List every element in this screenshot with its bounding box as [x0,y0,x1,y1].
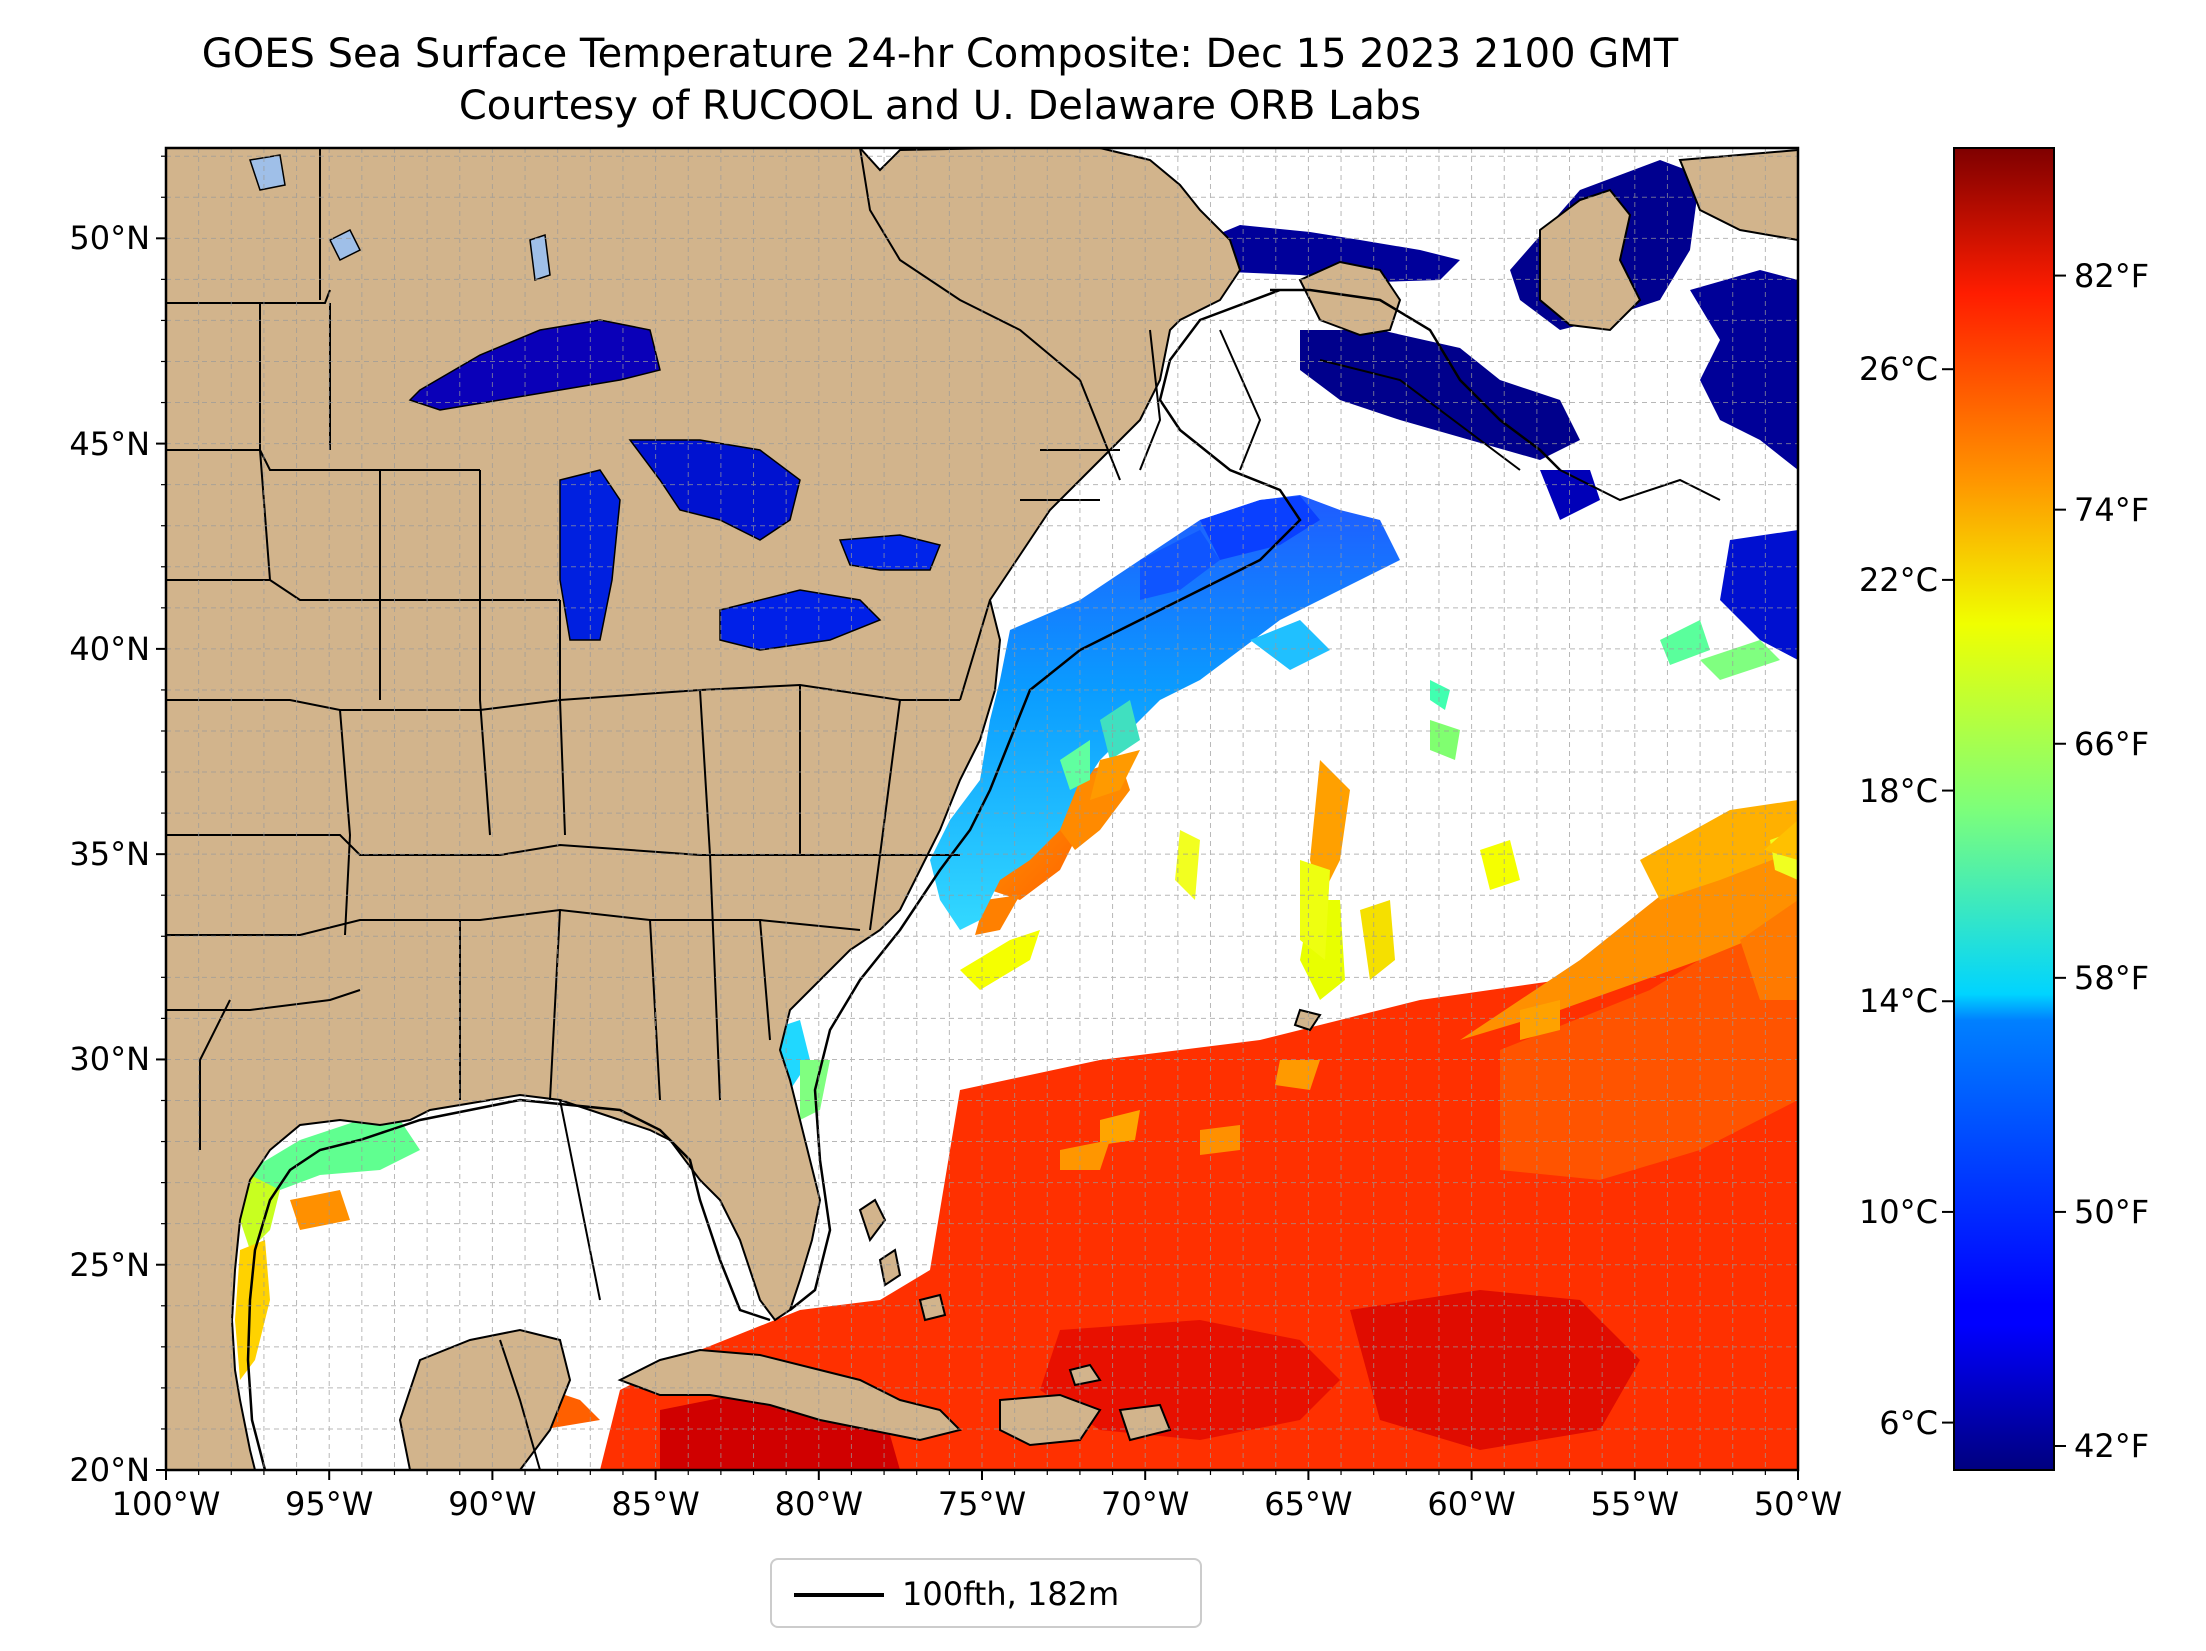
legend-label: 100fth, 182m [902,1575,1120,1613]
x-tick-label: 60°W [1427,1485,1516,1523]
x-tick-label: 95°W [285,1485,374,1523]
map-title: GOES Sea Surface Temperature 24-hr Compo… [201,31,1679,77]
colorbar-fahrenheit-label: 58°F [2074,958,2150,997]
y-tick-label: 40°N [69,629,150,668]
y-tick-label: 30°N [69,1040,150,1079]
colorbar-fahrenheit-label: 82°F [2074,256,2150,295]
y-tick-label: 20°N [69,1451,150,1489]
axis-ticks [156,155,1799,1480]
x-tick-label: 70°W [1101,1485,1190,1523]
colorbar-fahrenheit-label: 50°F [2074,1192,2150,1231]
legend: 100fth, 182m [770,1558,1202,1628]
y-tick-label: 50°N [69,219,150,258]
y-tick-label: 25°N [69,1245,150,1284]
x-tick-label: 55°W [1590,1485,1679,1523]
x-tick-label: 65°W [1264,1485,1353,1523]
x-tick-label: 50°W [1753,1485,1843,1523]
colorbar-fahrenheit-label: 74°F [2074,490,2150,529]
map-panel [166,148,1798,1470]
x-tick-label: 80°W [774,1485,863,1523]
x-tick-label: 85°W [611,1485,700,1523]
y-tick-label: 45°N [69,424,150,463]
map-subtitle: Courtesy of RUCOOL and U. Delaware ORB L… [458,83,1422,129]
colorbar-ticks [1942,274,2066,1448]
sst-continental-shelf [930,495,1400,930]
colorbar-celsius-label: 22°C [1858,560,1938,599]
colorbar-celsius-label: 18°C [1858,771,1938,810]
x-tick-label: 75°W [937,1485,1027,1523]
y-tick-label: 35°N [69,835,150,874]
colorbar-fahrenheit-label: 42°F [2074,1427,2150,1465]
colorbar-celsius-label: 6°C [1879,1403,1938,1442]
lat-lon-gridlines [166,148,1798,1470]
colorbar-celsius-label: 10°C [1858,1192,1938,1231]
x-tick-label: 90°W [448,1485,537,1523]
legend-line-swatch [794,1593,884,1597]
x-tick-label: 100°W [111,1485,221,1523]
land [166,148,1798,1470]
colorbar-celsius-label: 26°C [1858,350,1938,389]
colorbar-fahrenheit-label: 66°F [2074,724,2150,763]
colorbar [1953,147,2055,1471]
colorbar-celsius-label: 14°C [1858,982,1938,1021]
